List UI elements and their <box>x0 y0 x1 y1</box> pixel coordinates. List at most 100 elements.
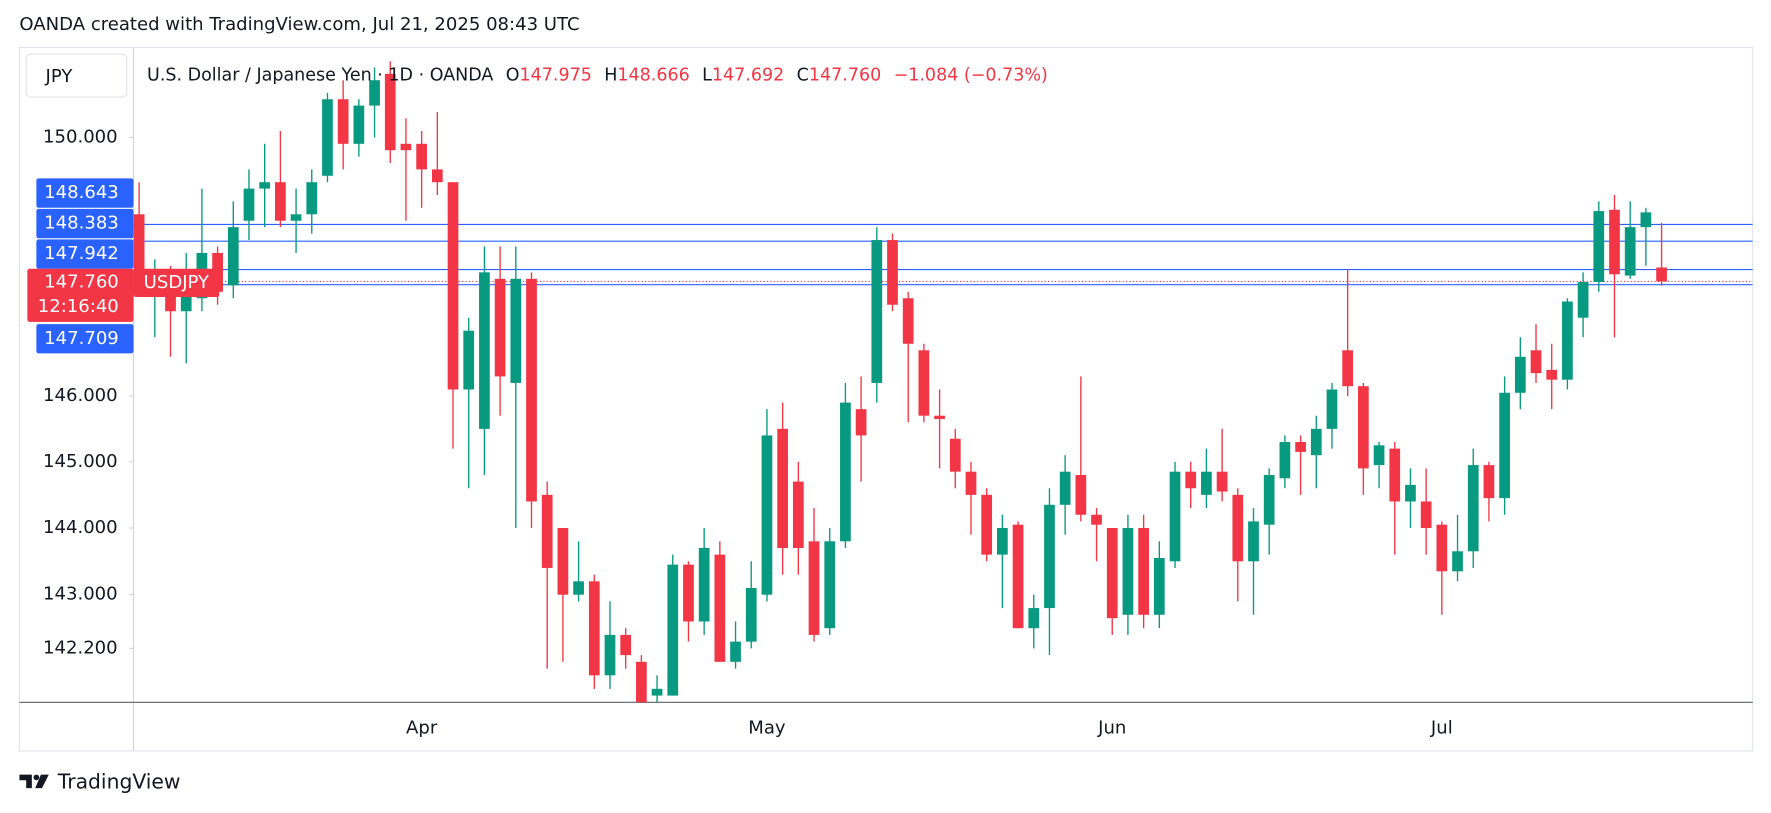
candle-body <box>1279 442 1291 479</box>
candle-body <box>1514 356 1526 393</box>
candle-body <box>1263 475 1275 525</box>
legend-header: U.S. Dollar / Japanese Yen · 1D · OANDA … <box>147 66 1048 86</box>
candle-body <box>1436 524 1448 572</box>
y-tick-label: 145.000 <box>43 451 118 472</box>
y-tick-label: 150.000 <box>43 126 118 147</box>
symbol-label-bg <box>133 268 220 297</box>
candle-body <box>1420 501 1432 529</box>
candle-body <box>526 278 537 502</box>
candle-body <box>1405 484 1416 502</box>
price-label: 147.942 <box>44 243 119 264</box>
candle-body <box>745 587 757 642</box>
price-label: 148.643 <box>44 182 119 203</box>
candle-body <box>494 278 506 377</box>
candle-body <box>667 564 679 696</box>
plot-area <box>133 61 1753 703</box>
candle-body <box>133 214 145 279</box>
candle-body <box>698 547 710 622</box>
candle-body <box>808 541 820 635</box>
candle-body <box>1499 392 1510 499</box>
candle-body <box>541 494 553 568</box>
brand-logo <box>19 774 49 789</box>
candle-body <box>588 581 600 676</box>
candle-body <box>604 634 616 676</box>
candle-body <box>777 428 788 548</box>
x-tick-label: May <box>748 717 786 738</box>
candle-body <box>180 285 192 312</box>
candle-body <box>479 272 490 429</box>
y-tick-label: 144.000 <box>43 517 118 538</box>
candle-body <box>714 554 726 662</box>
currency-label: JPY <box>45 66 74 87</box>
candle-body <box>1059 471 1071 505</box>
candle-body <box>447 182 459 390</box>
candle-body <box>1248 521 1259 562</box>
candle-body <box>824 541 836 629</box>
price-label: 148.383 <box>44 213 119 234</box>
candle-body <box>1656 267 1667 282</box>
x-tick-label: Jun <box>1097 717 1126 738</box>
candle-body <box>792 481 804 548</box>
price-label-bg <box>36 208 134 239</box>
x-tick-label: Apr <box>406 717 438 738</box>
price-label: 147.760 <box>44 271 119 292</box>
candle-body <box>1624 227 1636 276</box>
candle-body <box>306 182 318 215</box>
candle-body <box>1185 471 1197 489</box>
candle-body <box>902 298 914 344</box>
candle-body <box>965 471 977 495</box>
currency-button[interactable] <box>25 53 128 98</box>
ohlc-label: H <box>604 66 617 86</box>
y-tick-label: 146.000 <box>43 385 118 406</box>
price-label-bg <box>36 324 134 354</box>
candle-body <box>322 99 333 176</box>
candle-body <box>730 641 741 662</box>
candle-body <box>1483 465 1495 499</box>
candle-body <box>1342 350 1354 387</box>
ohlc-label: O <box>506 66 520 86</box>
candle-body <box>1216 471 1228 492</box>
price-label-bg <box>36 178 134 208</box>
candle-body <box>557 528 569 595</box>
ohlc-value: 147.692 <box>712 66 784 86</box>
candle-body <box>1546 369 1558 380</box>
price-label-bg <box>36 239 134 269</box>
attribution: OANDA created with TradingView.com, Jul … <box>19 14 579 35</box>
ohlc-value: 147.975 <box>520 66 592 86</box>
candle-body <box>1201 471 1212 495</box>
candle-body <box>1138 528 1149 615</box>
candle-body <box>1012 524 1024 629</box>
symbol: U.S. Dollar / Japanese Yen · 1D · OANDA <box>147 66 493 86</box>
candle-body <box>1562 301 1573 380</box>
candle-body <box>510 278 522 383</box>
candle-body <box>1044 504 1055 609</box>
candle-body <box>1389 448 1401 502</box>
ohlc-label: L <box>702 66 712 86</box>
candle-body <box>243 188 255 221</box>
candle-body <box>1609 209 1620 275</box>
candle-body <box>1373 445 1385 466</box>
candle-body <box>840 402 851 542</box>
candle-body <box>1357 386 1369 469</box>
candle-body <box>1467 465 1479 552</box>
candle-body <box>1153 557 1165 615</box>
candle-body <box>416 143 428 170</box>
candle-body <box>918 350 930 416</box>
candle-body <box>761 435 773 595</box>
price-label: 147.709 <box>44 328 119 349</box>
candle-body <box>1593 211 1605 283</box>
candle-body <box>369 80 380 106</box>
candle-body <box>353 105 365 144</box>
candle-body <box>275 182 286 221</box>
y-tick-label: 143.000 <box>43 584 118 605</box>
candle-body <box>949 438 961 472</box>
candle-body <box>1530 350 1542 374</box>
y-tick-label: 142.200 <box>43 637 118 658</box>
candle-body <box>1169 471 1181 562</box>
candle-body <box>683 564 694 622</box>
candle-body <box>1232 494 1244 562</box>
candle-body <box>636 661 647 703</box>
candle-body <box>887 240 898 305</box>
